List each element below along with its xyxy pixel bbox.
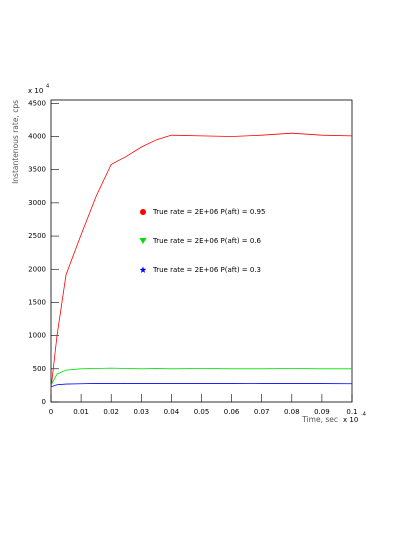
y-tick-label: 2500 bbox=[28, 232, 46, 240]
y-tick-label: 3500 bbox=[28, 166, 46, 174]
x-tick-label: 0.05 bbox=[194, 408, 210, 416]
y-tick-label: 4500 bbox=[28, 99, 46, 107]
y-tick-label: 500 bbox=[33, 365, 46, 373]
series-line bbox=[50, 383, 353, 388]
x-tick-label: 0.07 bbox=[254, 408, 270, 416]
y-tick-label: 2000 bbox=[28, 265, 46, 273]
x-tick-label: 0.02 bbox=[103, 408, 119, 416]
x-tick-label: 0.04 bbox=[164, 408, 180, 416]
y-tick-label: 1000 bbox=[28, 332, 46, 340]
series-line bbox=[50, 132, 353, 389]
y-axis-label: Instantenous rate, cps bbox=[11, 100, 20, 184]
legend-marker bbox=[140, 209, 146, 215]
x-multiplier-exp: -4 bbox=[361, 412, 366, 418]
y-tick-label: 4000 bbox=[28, 133, 46, 141]
x-tick-label: 0.03 bbox=[134, 408, 150, 416]
legend-marker bbox=[139, 238, 147, 244]
x-tick-label: 0.09 bbox=[314, 408, 330, 416]
x-tick-label: 0.01 bbox=[73, 408, 89, 416]
series-line bbox=[50, 367, 352, 386]
plot-frame bbox=[50, 99, 353, 403]
x-tick-label: 0 bbox=[49, 408, 53, 416]
y-tick-label: 3000 bbox=[28, 199, 46, 207]
y-tick-label: 0 bbox=[42, 398, 46, 406]
legend-marker bbox=[139, 266, 147, 273]
legend-label: True rate = 2E+06 P(aft) = 0.95 bbox=[152, 208, 265, 216]
y-tick-label: 1500 bbox=[28, 298, 46, 306]
y-multiplier-exp: 4 bbox=[46, 84, 49, 90]
x-tick-label: 0.06 bbox=[224, 408, 240, 416]
x-tick-label: 0.1 bbox=[346, 408, 357, 416]
x-tick-label: 0.08 bbox=[284, 408, 300, 416]
legend-label: True rate = 2E+06 P(aft) = 0.6 bbox=[152, 237, 262, 245]
x-multiplier: x 10 bbox=[343, 416, 358, 424]
legend-label: True rate = 2E+06 P(aft) = 0.3 bbox=[152, 266, 261, 274]
y-multiplier: x 10 bbox=[28, 87, 43, 95]
x-axis-label: Time, sec bbox=[301, 415, 338, 424]
